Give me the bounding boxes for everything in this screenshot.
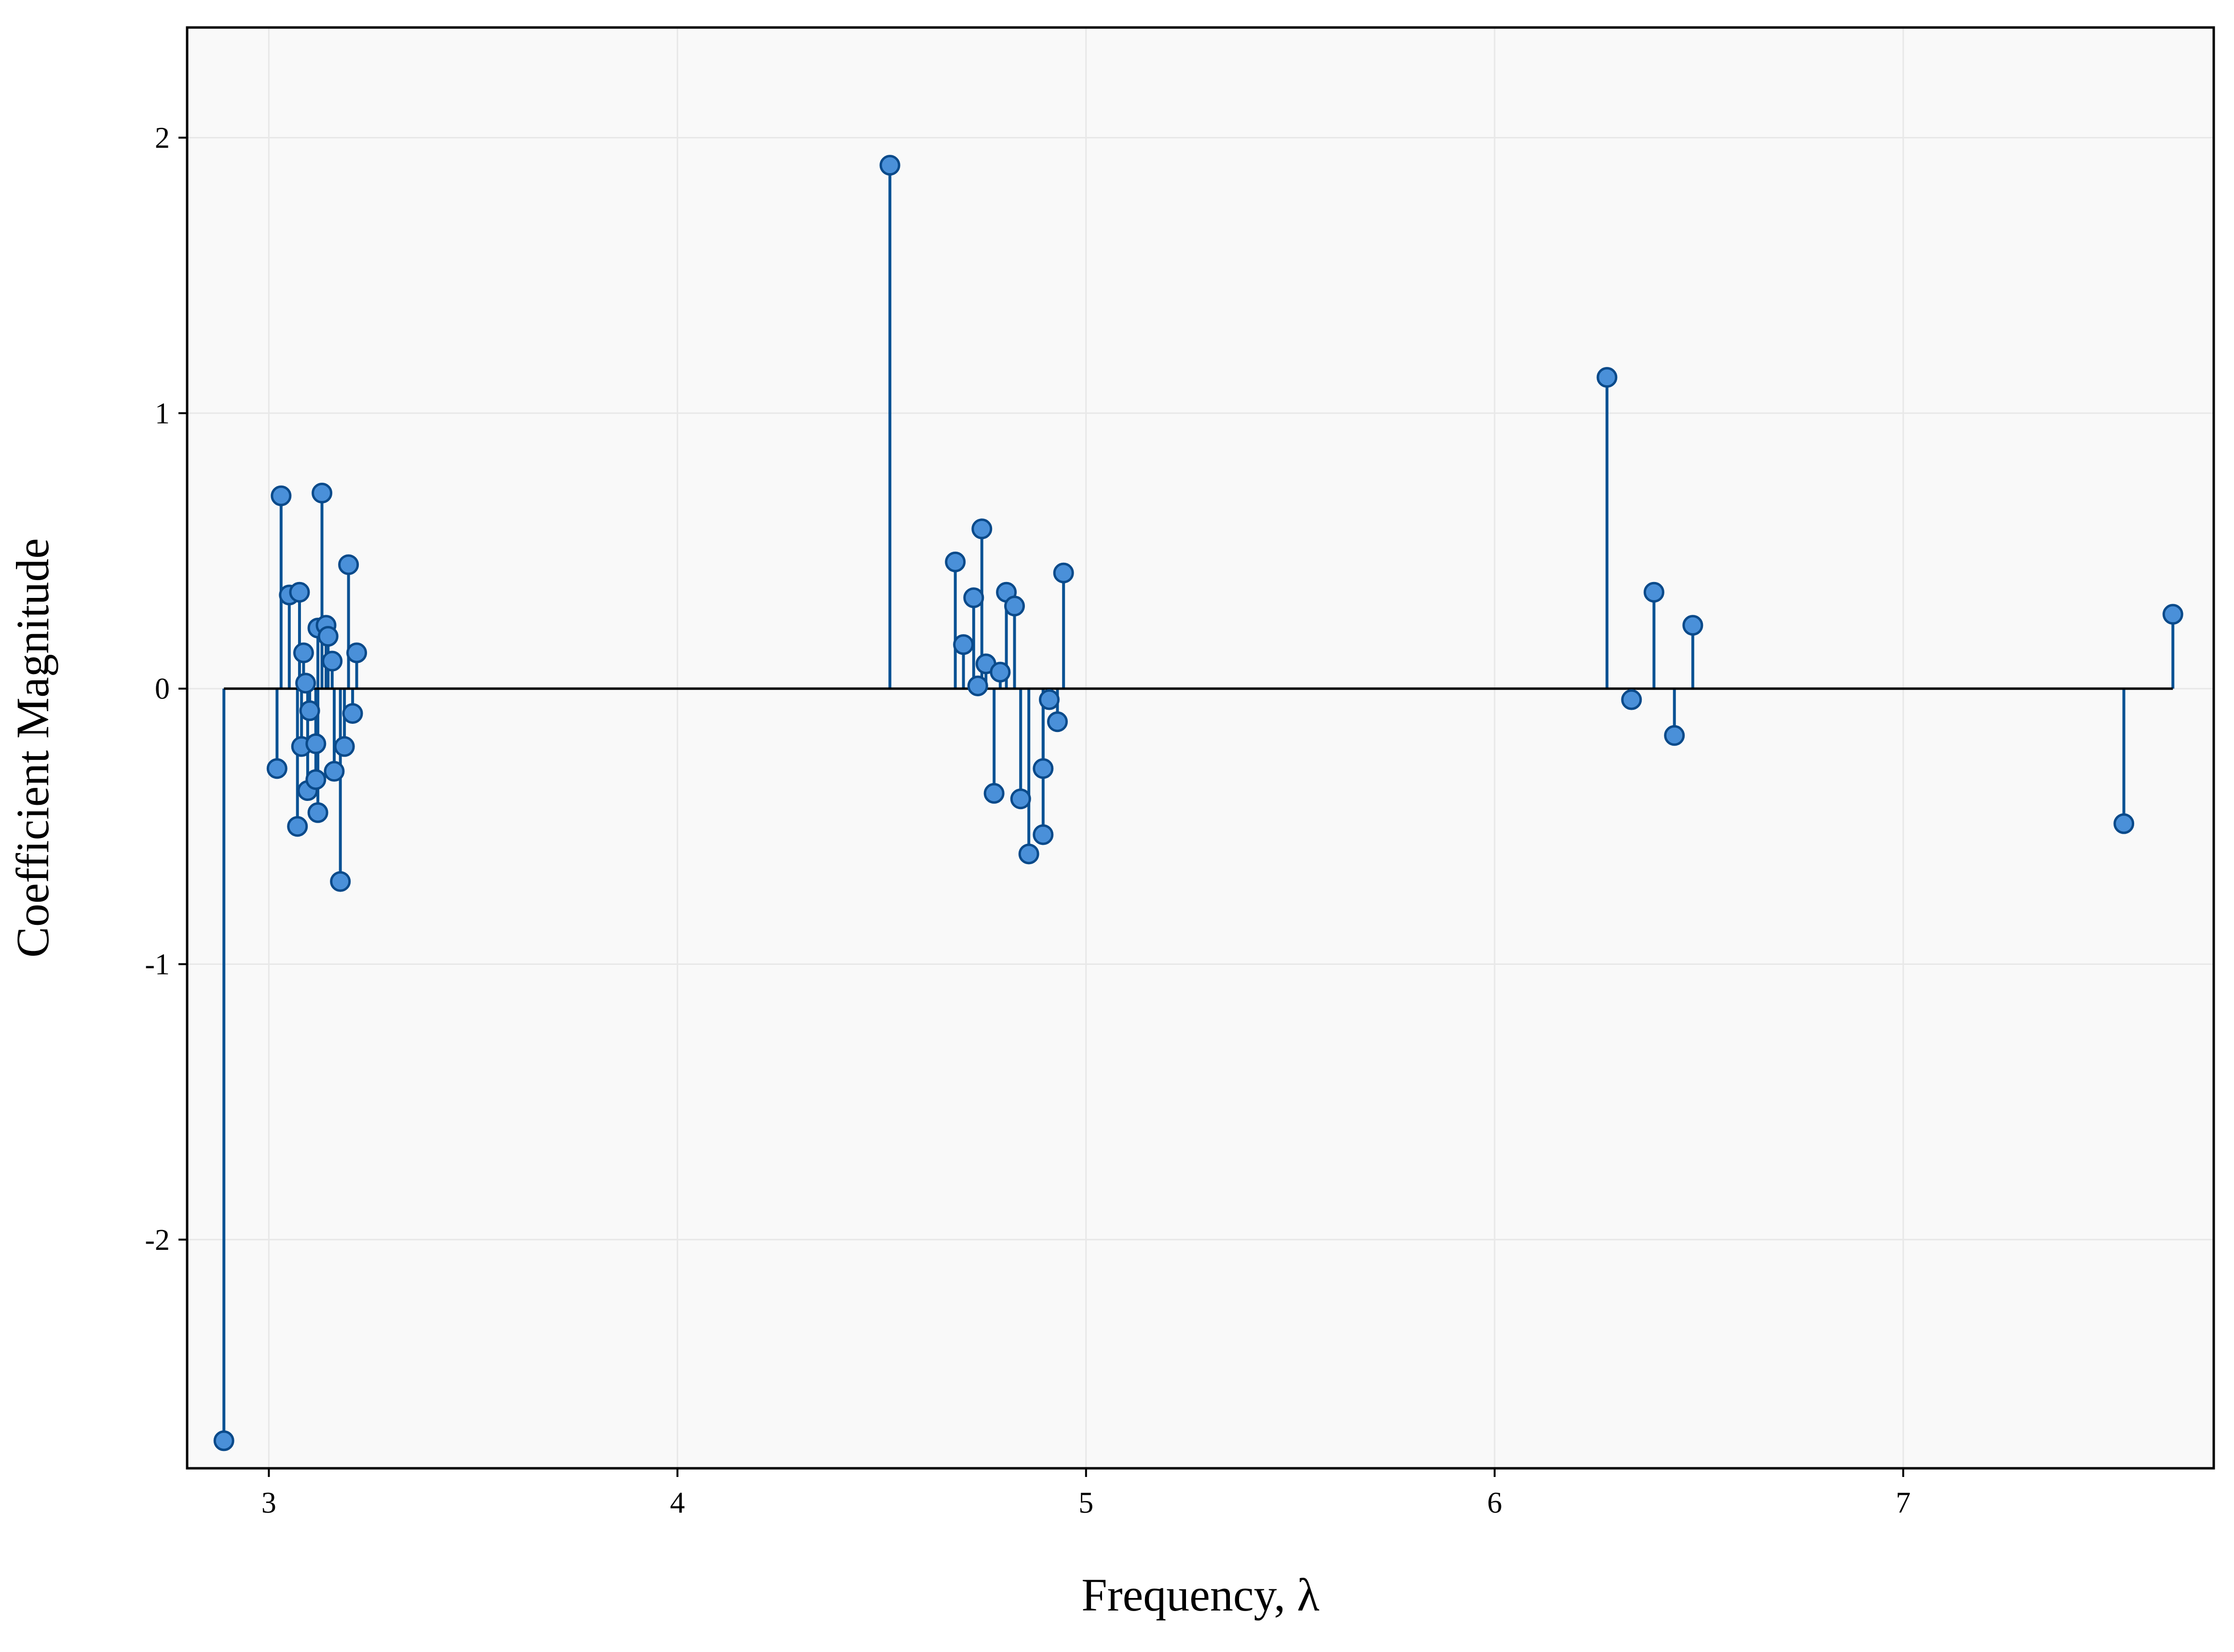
stem-marker (289, 582, 310, 603)
stem-marker (2162, 604, 2183, 625)
stem-marker (213, 1430, 234, 1451)
stem-marker (2113, 813, 2135, 834)
plot-area (187, 27, 2214, 1468)
stem-marker (293, 642, 314, 664)
stem-marker (1643, 582, 1664, 603)
stem-marker (990, 662, 1011, 683)
stem-marker (330, 871, 351, 892)
x-tick-label: 4 (670, 1487, 685, 1519)
stem-marker (1596, 367, 1618, 388)
stem-marker (287, 816, 308, 837)
x-tick-label: 7 (1896, 1487, 1911, 1519)
stem-marker (266, 758, 287, 779)
y-tick-label: 1 (155, 397, 170, 430)
stem-marker (1682, 615, 1703, 636)
stem-marker (1004, 596, 1025, 617)
stem-marker (963, 587, 984, 609)
stem-marker (983, 783, 1005, 804)
stem-marker (307, 802, 328, 823)
stem-marker (342, 703, 363, 724)
stem-marker (312, 483, 333, 504)
stem-marker (338, 554, 359, 575)
plot-frame (186, 26, 2215, 1470)
stem-marker (295, 673, 316, 694)
stem-marker (334, 736, 355, 757)
stem-marker (305, 769, 327, 790)
stem-marker (1047, 711, 1068, 732)
stem-marker (1018, 843, 1039, 865)
y-tick-label: 0 (155, 673, 170, 705)
stem-marker (324, 761, 345, 782)
stem-marker (971, 518, 993, 540)
y-tick-label: 2 (155, 122, 170, 155)
stem-marker (299, 700, 320, 721)
stem-marker (1039, 689, 1060, 710)
stem-marker (1053, 562, 1074, 583)
x-axis-title: Frequency, λ (1081, 1569, 1320, 1621)
x-tick-label: 6 (1487, 1487, 1502, 1519)
stem-marker (1033, 758, 1054, 779)
y-tick-label: -2 (145, 1224, 170, 1257)
stem-marker (1664, 725, 1685, 746)
stem-marker (1010, 788, 1031, 810)
stem-marker (346, 642, 368, 664)
axis-ticks: 3 4 5 6 7 -2 -1 0 1 2 (145, 122, 1910, 1519)
stem-marker (1621, 689, 1642, 710)
stem-marker (317, 626, 339, 647)
stem-marker (967, 675, 988, 696)
y-axis-title: Coefficient Magnitude (7, 538, 58, 958)
stem-marker (879, 155, 900, 176)
y-tick-label: -1 (145, 948, 170, 981)
stem-marker (953, 634, 974, 655)
stem-marker (271, 485, 292, 506)
x-tick-label: 5 (1078, 1487, 1093, 1519)
stem-marker (305, 733, 327, 754)
stem-marker (322, 650, 343, 672)
stem-marker (945, 551, 966, 572)
x-tick-label: 3 (261, 1487, 276, 1519)
stem-marker (1033, 824, 1054, 845)
stem-markers (213, 155, 2183, 1451)
